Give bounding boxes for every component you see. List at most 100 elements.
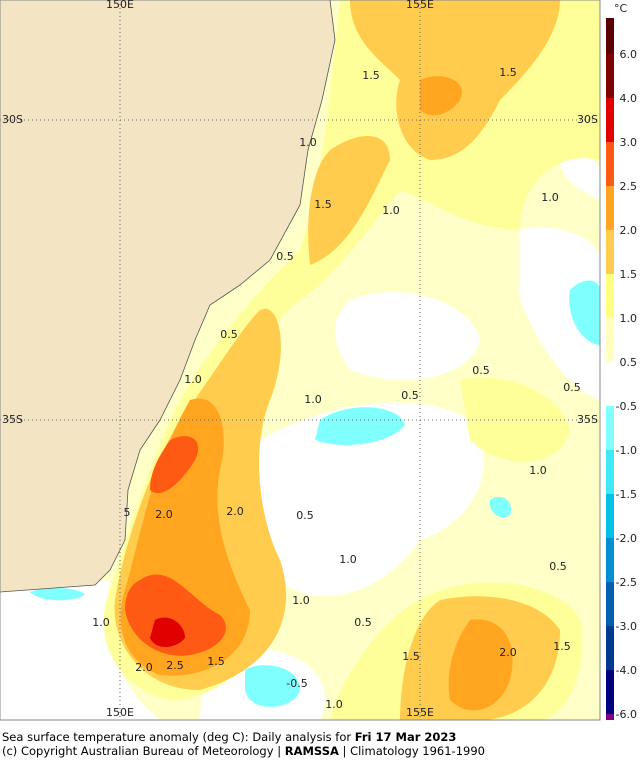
caption-text: Sea surface temperature anomaly (deg C):… bbox=[2, 730, 351, 744]
contour-label: 1.0 bbox=[325, 698, 343, 711]
colorbar-band bbox=[606, 670, 614, 714]
contour-label: 0.5 bbox=[549, 560, 567, 573]
colorbar-label: -1.0 bbox=[616, 444, 637, 457]
anomaly-area bbox=[103, 0, 600, 700]
lon-label: 155E bbox=[406, 706, 434, 719]
anomaly-area bbox=[335, 292, 480, 380]
anomaly-area bbox=[350, 0, 560, 160]
contour-label: 2.0 bbox=[499, 646, 517, 659]
anomaly-area bbox=[245, 665, 300, 707]
colorbar-label: 2.5 bbox=[620, 180, 638, 193]
contour-label: 1.0 bbox=[339, 553, 357, 566]
contour-label: -0.5 bbox=[286, 677, 307, 690]
colorbar-label: -2.0 bbox=[616, 532, 637, 545]
colorbar-band bbox=[606, 230, 614, 274]
colorbar-label: -3.0 bbox=[616, 620, 637, 633]
contour-label: 2.0 bbox=[226, 505, 244, 518]
colorbar-band bbox=[606, 406, 614, 450]
caption-agency: RAMSSA bbox=[285, 744, 339, 758]
lat-label: 35S bbox=[2, 413, 23, 426]
map-frame bbox=[0, 0, 601, 721]
colorbar-band bbox=[606, 494, 614, 538]
colorbar-band bbox=[606, 714, 614, 720]
colorbar-band bbox=[606, 18, 614, 54]
contour-label: 1.0 bbox=[292, 594, 310, 607]
contour-label: 2.0 bbox=[155, 508, 173, 521]
contour-label: 1.5 bbox=[499, 66, 517, 79]
contour-label: 1.0 bbox=[299, 136, 317, 149]
colorbar-band bbox=[606, 142, 614, 186]
map: 1.5 1.5 1.0 1.5 1.0 1.0 0.5 0.5 1.0 1.0 0.5 0.5 0.5 1… bbox=[0, 0, 600, 720]
anomaly-area bbox=[30, 588, 85, 601]
colorbar-band bbox=[606, 98, 614, 142]
colorbar-label: -1.5 bbox=[616, 488, 637, 501]
caption-date: Fri 17 Mar 2023 bbox=[355, 730, 457, 744]
colorbar-label: -6.0 bbox=[616, 708, 637, 721]
colorbar-label: 1.0 bbox=[620, 312, 638, 325]
contour-label: 0.5 bbox=[276, 250, 294, 263]
contour-label: 1.5 bbox=[314, 198, 332, 211]
colorbar-band bbox=[606, 318, 614, 362]
contour-label: 2.5 bbox=[166, 659, 184, 672]
contour-label: 1.5 bbox=[362, 69, 380, 82]
colorbar-band bbox=[606, 538, 614, 582]
contour-label: 1.5 bbox=[553, 640, 571, 653]
contour-label: 1.0 bbox=[529, 464, 547, 477]
anomaly-area bbox=[308, 136, 390, 265]
contour-label: 2.0 bbox=[135, 661, 153, 674]
contour-label: 1.0 bbox=[382, 204, 400, 217]
contour-label: 0.5 bbox=[563, 381, 581, 394]
lat-label: 30S bbox=[577, 113, 598, 126]
anomaly-area bbox=[150, 436, 199, 494]
contour-label: 0.5 bbox=[220, 328, 238, 341]
colorbar-label: -2.5 bbox=[616, 576, 637, 589]
land bbox=[0, 0, 336, 593]
colorbar-band bbox=[606, 54, 614, 98]
anomaly-area bbox=[448, 619, 513, 711]
contour-label: 0.5 bbox=[354, 616, 372, 629]
colorbar-band bbox=[606, 362, 614, 406]
colorbar-unit: °C bbox=[614, 2, 628, 15]
contour-label: 1.5 bbox=[207, 655, 225, 668]
contour-label: 0.5 bbox=[401, 389, 419, 402]
colorbar-label: 2.0 bbox=[620, 224, 638, 237]
anomaly-area bbox=[125, 574, 226, 656]
lat-label: 35S bbox=[577, 413, 598, 426]
lat-label: 30S bbox=[2, 113, 23, 126]
anomaly-area bbox=[569, 280, 600, 345]
anomaly-area bbox=[315, 407, 405, 445]
colorbar-label: 3.0 bbox=[620, 136, 638, 149]
caption-line-2: (c) Copyright Australian Bureau of Meteo… bbox=[2, 744, 485, 758]
colorbar-band bbox=[606, 450, 614, 494]
caption-line-1: Sea surface temperature anomaly (deg C):… bbox=[2, 730, 456, 744]
contour-label: 1.0 bbox=[92, 616, 110, 629]
anomaly-area bbox=[489, 496, 511, 518]
contour-label: 1.0 bbox=[184, 373, 202, 386]
anomaly-area bbox=[245, 402, 484, 597]
colorbar-label: 4.0 bbox=[620, 92, 638, 105]
contour-label: 5 bbox=[124, 506, 131, 519]
lon-label: 155E bbox=[406, 0, 434, 11]
colorbar-band bbox=[606, 626, 614, 670]
contour-label: 0.5 bbox=[472, 364, 490, 377]
colorbar-label: 0.5 bbox=[620, 356, 638, 369]
lon-label: 150E bbox=[106, 706, 134, 719]
lon-label: 150E bbox=[106, 0, 134, 11]
contour-label: 1.0 bbox=[541, 191, 559, 204]
caption-text: (c) Copyright Australian Bureau of Meteo… bbox=[2, 744, 281, 758]
colorbar-band bbox=[606, 274, 614, 318]
caption-text: | Climatology 1961-1990 bbox=[343, 744, 485, 758]
colorbar-band bbox=[606, 582, 614, 626]
anomaly-area bbox=[560, 155, 600, 200]
colorbar-band bbox=[606, 186, 614, 230]
anomaly-area bbox=[420, 76, 462, 116]
anomaly-area bbox=[520, 227, 600, 400]
colorbar-label: 6.0 bbox=[620, 48, 638, 61]
contour-label: 1.5 bbox=[402, 650, 420, 663]
contour-label: 1.0 bbox=[304, 393, 322, 406]
colorbar-label: -4.0 bbox=[616, 664, 637, 677]
colorbar-label: 1.5 bbox=[620, 268, 638, 281]
contour-label: 0.5 bbox=[296, 509, 314, 522]
